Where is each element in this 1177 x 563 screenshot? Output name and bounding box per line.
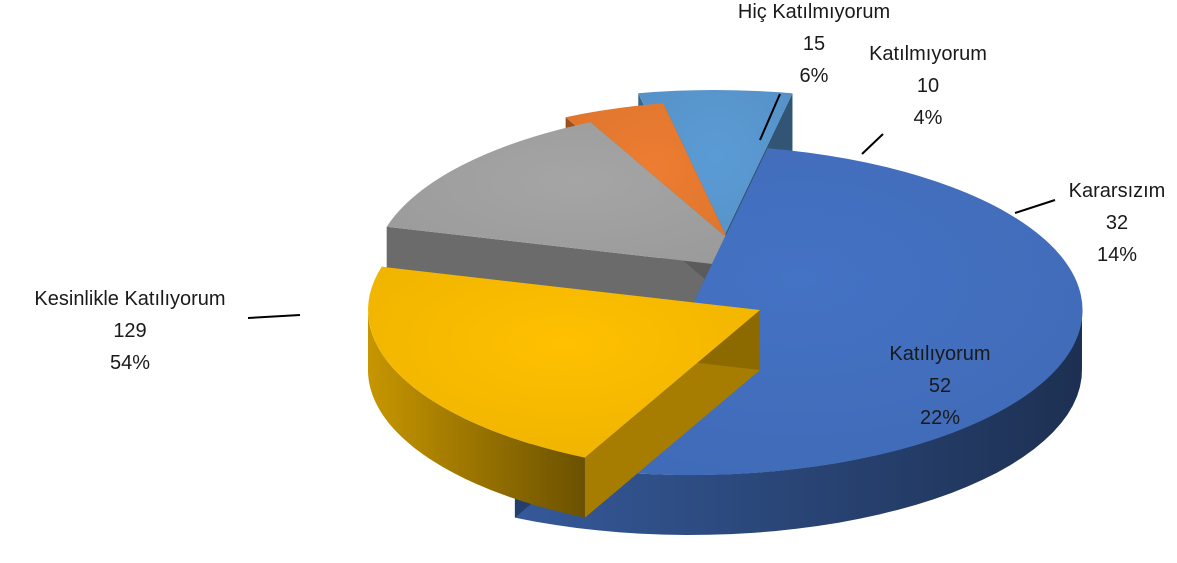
leader-line	[247, 314, 301, 319]
data-label-value: 10	[917, 75, 939, 97]
leader-line	[861, 133, 884, 155]
data-label-category: Kesinlikle Katılıyorum	[34, 288, 225, 310]
leader-line	[759, 93, 781, 141]
data-label-category: Hiç Katılmıyorum	[738, 1, 890, 23]
pie-slice-2	[368, 266, 760, 518]
leader-line	[1014, 199, 1056, 214]
data-label-percent: 14%	[1097, 244, 1137, 266]
data-label-percent: 22%	[920, 407, 960, 429]
data-label-value: 129	[113, 320, 146, 342]
data-label-percent: 54%	[110, 352, 150, 374]
pie-slice-top	[386, 122, 765, 270]
data-label-value: 32	[1106, 212, 1128, 234]
data-label-category: Kararsızım	[1069, 180, 1166, 202]
pie-slice-top	[368, 266, 760, 458]
pie-slice-side	[368, 307, 585, 518]
data-label-category: Katılıyorum	[889, 343, 990, 365]
data-label-percent: 4%	[914, 107, 943, 129]
pie-slice-side	[514, 308, 1082, 535]
data-label-value: 15	[803, 33, 825, 55]
pie-slice-top	[638, 90, 793, 255]
data-label-value: 52	[929, 375, 951, 397]
data-label-percent: 6%	[800, 65, 829, 87]
data-label-category: Katılmıyorum	[869, 43, 987, 65]
